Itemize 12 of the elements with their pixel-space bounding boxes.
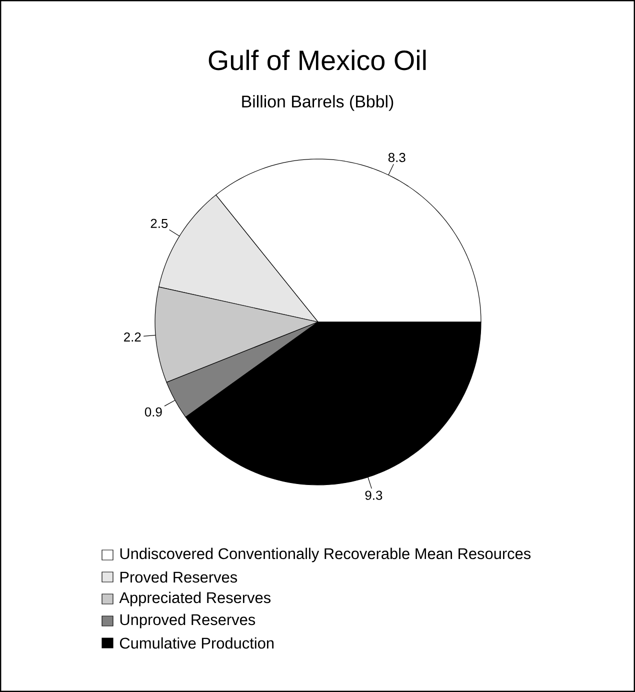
- legend-label: Cumulative Production: [120, 637, 274, 649]
- chart-subtitle: Billion Barrels (Bbbl): [242, 95, 394, 111]
- data-label: 0.9: [144, 407, 162, 417]
- data-label: 2.2: [124, 332, 141, 342]
- legend-label: Proved Reserves: [120, 571, 238, 583]
- legend-label: Appreciated Reserves: [119, 592, 271, 606]
- data-label: 2.5: [150, 218, 168, 228]
- legend-label: Undiscovered Conventionally Recoverable Mean Resources: [120, 548, 531, 562]
- legend-label: Unproved Reserves: [120, 614, 256, 628]
- chart-title: Gulf of Mexico Oil: [208, 50, 426, 70]
- data-label: 8.3: [388, 152, 406, 162]
- data-label: 9.3: [365, 490, 382, 500]
